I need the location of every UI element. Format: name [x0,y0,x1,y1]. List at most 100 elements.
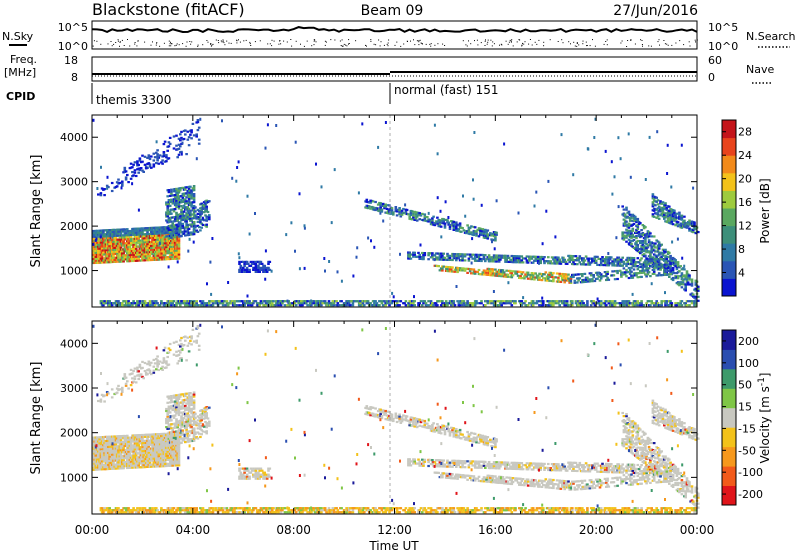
power-cell [388,304,391,306]
power-cell [490,302,493,304]
power-cell [484,260,487,262]
power-cell [171,226,174,228]
power-cell [437,196,439,199]
power-cell [518,257,521,259]
power-cell [466,224,469,226]
power-cell [126,228,129,230]
noise-search-point [355,40,356,41]
power-cell [153,153,156,155]
power-cell [265,269,268,271]
noise-search-point [630,39,631,40]
noise-search-point [543,42,544,43]
power-cell [605,256,608,258]
power-cell [459,222,462,224]
power-cell [450,268,453,270]
noise-search-point [642,40,643,41]
noise-search-point [186,46,187,47]
power-cell [392,213,395,215]
power-cell [173,224,176,226]
power-cell [605,304,608,306]
power-cell [437,265,440,267]
freq-panel-frame [92,57,697,81]
power-cell [531,258,534,260]
power-cell [246,267,249,269]
power-cell [178,253,181,255]
noise-search-point [229,43,230,44]
power-cell [168,250,171,252]
cpid-mode-2: normal (fast) 151 [394,83,498,97]
power-cell [310,300,312,303]
power-cell [108,229,111,231]
power-cell [658,242,661,244]
noise-search-point [604,44,605,45]
noise-search-point [535,42,536,43]
power-cell [265,304,268,306]
power-cell [500,275,503,277]
power-cell [451,259,454,261]
velocity-cell [106,460,109,462]
power-cell [493,254,496,256]
power-cell [402,212,405,214]
power-cell [359,302,362,304]
power-cell [121,256,124,258]
power-cell [560,281,563,283]
power-cell [526,255,529,257]
power-cell [413,300,416,302]
power-cell [148,245,151,247]
power-cell [243,271,246,273]
velocity-cell [107,444,110,446]
power-cell [662,201,665,203]
power-cell [494,247,496,250]
power-cell [206,282,208,285]
power-cell [252,261,255,263]
noise-search-point [290,39,291,40]
power-cell [639,259,642,261]
power-cell [251,304,254,306]
power-cell [550,272,553,274]
noise-search-point [314,39,315,40]
power-cell [608,279,611,281]
power-cell [103,237,106,239]
power-cell [166,256,169,258]
power-cell [637,244,640,246]
power-cell [633,259,636,261]
power-cell [459,267,462,269]
power-cell [495,273,498,275]
power-cell [254,212,256,215]
power-cell [144,164,147,166]
power-cell [657,215,660,217]
power-cell [628,211,631,213]
power-cell [621,300,624,302]
freq-panel: Freq. [MHz] 18 8 60 0 Nave [4,53,774,84]
power-cell [660,264,663,266]
noise-search-point [112,45,113,46]
power-cell [121,304,124,306]
power-cell [190,137,193,139]
noise-search-point [274,41,275,42]
power-cell [518,259,521,261]
power-cell [688,274,691,276]
power-cell [444,225,447,227]
power-cell [630,267,633,269]
power-cell [532,302,535,304]
power-cell [691,283,694,285]
power-cell [134,242,137,244]
power-cell [112,255,115,257]
power-cell [623,239,626,241]
power-cell [434,254,437,256]
power-cell [421,304,424,306]
power-cell [638,231,641,233]
power-cell [688,278,691,280]
power-cell [324,300,327,302]
power-cell [131,171,134,173]
power-cell [422,256,425,258]
power-cell [260,300,263,302]
power-cell [480,302,483,304]
power-cell [632,263,635,265]
power-cell [621,273,624,275]
noise-search-point [224,44,225,45]
power-cell [577,304,580,306]
power-cell [349,304,352,306]
